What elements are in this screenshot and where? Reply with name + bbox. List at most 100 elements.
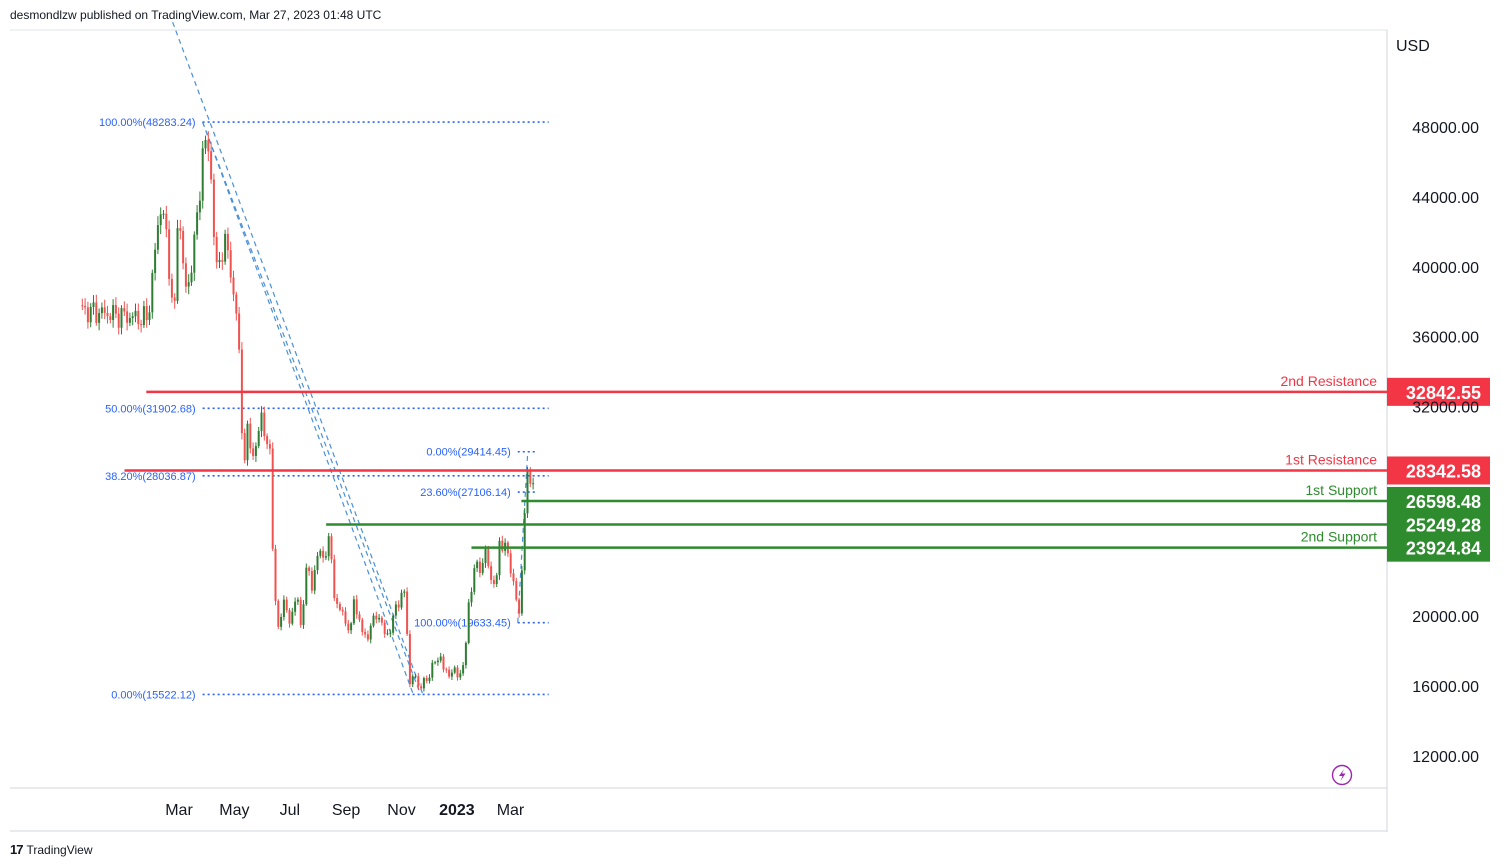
candle-body[interactable] — [333, 559, 336, 599]
candle-body[interactable] — [515, 581, 518, 600]
candle-body[interactable] — [498, 540, 501, 576]
candle-body[interactable] — [414, 676, 417, 678]
candle-body[interactable] — [411, 676, 414, 685]
candle-body[interactable] — [257, 430, 260, 446]
candle-body[interactable] — [204, 140, 207, 149]
candle-body[interactable] — [512, 573, 515, 582]
candle-body[interactable] — [428, 677, 431, 681]
candle-body[interactable] — [89, 306, 92, 323]
candle-body[interactable] — [439, 656, 442, 661]
candle-body[interactable] — [501, 540, 504, 551]
lightning-icon[interactable] — [1331, 764, 1353, 786]
candle-body[interactable] — [431, 662, 434, 678]
candle-body[interactable] — [375, 615, 378, 620]
candle-body[interactable] — [422, 678, 425, 689]
candle-body[interactable] — [520, 570, 523, 614]
candle-body[interactable] — [120, 308, 123, 328]
candle-body[interactable] — [282, 599, 285, 618]
candle-body[interactable] — [252, 448, 255, 456]
candle-body[interactable] — [84, 306, 87, 308]
candle-body[interactable] — [134, 310, 137, 317]
candle-body[interactable] — [207, 140, 210, 152]
candle-body[interactable] — [324, 556, 327, 558]
candle-body[interactable] — [518, 599, 521, 614]
candle-body[interactable] — [456, 667, 459, 678]
candle-body[interactable] — [277, 600, 280, 627]
candle-body[interactable] — [453, 667, 456, 673]
candle-body[interactable] — [271, 448, 274, 549]
candle-body[interactable] — [470, 591, 473, 603]
candle-body[interactable] — [190, 272, 193, 283]
candle-body[interactable] — [336, 598, 339, 604]
candle-body[interactable] — [176, 228, 179, 301]
candle-body[interactable] — [92, 302, 95, 307]
candle-body[interactable] — [442, 656, 445, 670]
candle-body[interactable] — [462, 665, 465, 674]
candle-body[interactable] — [100, 307, 103, 314]
candle-body[interactable] — [319, 550, 322, 556]
candle-body[interactable] — [406, 591, 409, 635]
candle-body[interactable] — [372, 615, 375, 626]
candle-body[interactable] — [95, 302, 98, 323]
candle-body[interactable] — [81, 305, 84, 307]
candle-body[interactable] — [425, 678, 428, 681]
candle-body[interactable] — [156, 225, 159, 250]
candle-body[interactable] — [450, 672, 453, 677]
candle-body[interactable] — [308, 567, 311, 572]
candle-body[interactable] — [397, 604, 400, 608]
candle-body[interactable] — [243, 433, 246, 461]
candle-body[interactable] — [459, 673, 462, 678]
candle-body[interactable] — [532, 483, 535, 485]
candle-body[interactable] — [369, 625, 372, 640]
candle-body[interactable] — [126, 311, 129, 323]
candle-body[interactable] — [347, 623, 350, 631]
candle-body[interactable] — [201, 148, 204, 201]
candle-body[interactable] — [198, 200, 201, 213]
candle-body[interactable] — [263, 412, 266, 437]
candle-body[interactable] — [254, 445, 257, 456]
candle-body[interactable] — [350, 623, 353, 631]
candle-body[interactable] — [128, 317, 131, 323]
trendline[interactable] — [517, 451, 529, 623]
candle-body[interactable] — [313, 570, 316, 591]
candle-body[interactable] — [394, 604, 397, 616]
candle-body[interactable] — [490, 566, 493, 580]
candle-body[interactable] — [364, 632, 367, 635]
candle-body[interactable] — [305, 567, 308, 605]
candle-body[interactable] — [142, 306, 145, 326]
candle-body[interactable] — [344, 611, 347, 624]
candle-body[interactable] — [210, 151, 213, 180]
candle-body[interactable] — [434, 662, 437, 664]
candle-body[interactable] — [226, 233, 229, 251]
candle-body[interactable] — [361, 619, 364, 633]
candle-body[interactable] — [131, 316, 134, 318]
candle-body[interactable] — [103, 307, 106, 313]
candle-body[interactable] — [294, 601, 297, 612]
candle-body[interactable] — [478, 561, 481, 573]
candle-body[interactable] — [310, 571, 313, 591]
candle-body[interactable] — [221, 260, 224, 262]
candle-body[interactable] — [218, 260, 221, 263]
candle-body[interactable] — [117, 313, 120, 328]
candle-body[interactable] — [224, 233, 227, 262]
candle-body[interactable] — [487, 548, 490, 567]
candle-body[interactable] — [246, 423, 249, 461]
candle-body[interactable] — [476, 561, 479, 569]
candle-body[interactable] — [467, 602, 470, 643]
candle-body[interactable] — [106, 312, 109, 317]
candle-body[interactable] — [168, 229, 171, 279]
candle-body[interactable] — [173, 297, 176, 301]
candle-body[interactable] — [495, 575, 498, 585]
candle-body[interactable] — [232, 277, 235, 295]
candle-body[interactable] — [140, 324, 143, 326]
candle-body[interactable] — [285, 599, 288, 611]
candle-body[interactable] — [114, 305, 117, 314]
candle-body[interactable] — [386, 633, 389, 635]
candle-body[interactable] — [193, 234, 196, 273]
candle-body[interactable] — [159, 214, 162, 226]
candle-body[interactable] — [420, 686, 423, 689]
candle-body[interactable] — [481, 563, 484, 573]
candle-body[interactable] — [182, 230, 185, 264]
price-chart[interactable]: 100.00%(48283.24) 50.00%(31902.68) 38.20%(… — [0, 0, 1504, 835]
candle-body[interactable] — [448, 669, 451, 677]
